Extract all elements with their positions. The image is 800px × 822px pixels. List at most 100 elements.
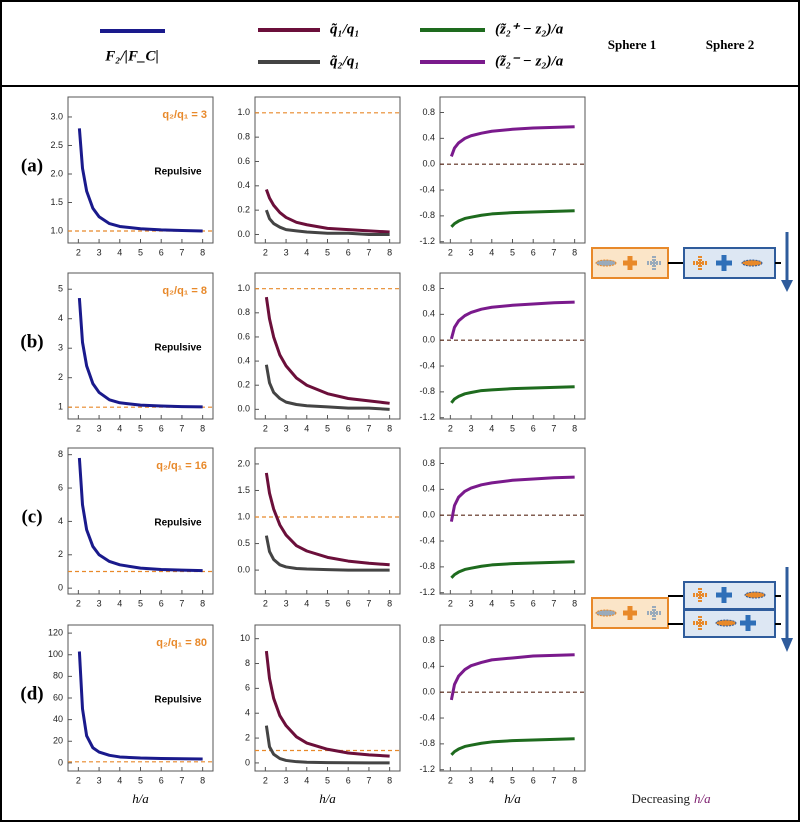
x-tick-label: 2	[448, 423, 453, 433]
y-tick-label: 0.8	[237, 307, 250, 317]
y-tick-label: 20	[53, 736, 63, 746]
series-line	[77, 457, 203, 573]
plot-frame	[254, 624, 401, 772]
y-tick-label: -1.2	[419, 412, 435, 422]
series-line	[449, 125, 575, 157]
x-tick-label: 8	[572, 775, 577, 785]
x-tick-label: 7	[551, 775, 556, 785]
plot-frame	[67, 96, 214, 244]
x-tick-label: 8	[572, 247, 577, 257]
x-tick-label: 4	[489, 775, 494, 785]
series-line	[264, 188, 390, 234]
x-tick-label: 4	[117, 775, 122, 785]
ratio-label: q₂/q₁ = 8	[162, 285, 207, 297]
ratio-label: q₂/q₁ = 3	[162, 109, 207, 121]
series-line	[450, 560, 575, 579]
x-tick-label: 6	[531, 775, 536, 785]
x-tick-label: 2	[263, 598, 268, 608]
x-tick-label: 7	[366, 775, 371, 785]
y-tick-label: 0.6	[237, 156, 250, 166]
regime-label: Repulsive	[154, 343, 202, 354]
x-axis-label: h/a	[504, 791, 521, 806]
x-tick-label: 3	[97, 423, 102, 433]
ratio-label: q₂/q₁ = 16	[156, 460, 207, 472]
regime-label: Repulsive	[154, 518, 202, 529]
x-tick-label: 5	[510, 247, 515, 257]
x-tick-label: 3	[97, 598, 102, 608]
y-tick-label: 0.4	[422, 484, 435, 494]
y-tick-label: 6	[58, 482, 63, 492]
y-tick-label: 2	[245, 732, 250, 742]
series-line	[449, 653, 575, 701]
y-tick-label: 4	[245, 708, 250, 718]
x-tick-label: 6	[159, 775, 164, 785]
series-line	[77, 128, 203, 233]
y-tick-label: 0.2	[237, 380, 250, 390]
series-line	[77, 651, 203, 761]
plot-frame	[67, 272, 214, 420]
regime-label: Repulsive	[154, 695, 202, 706]
x-tick-label: 4	[117, 247, 122, 257]
x-tick-label: 2	[76, 598, 81, 608]
y-tick-label: 6	[245, 683, 250, 693]
y-tick-label: 100	[48, 649, 63, 659]
y-tick-label: -0.4	[419, 712, 435, 722]
x-tick-label: 5	[138, 247, 143, 257]
x-tick-label: 6	[159, 247, 164, 257]
y-tick-label: 80	[53, 671, 63, 681]
y-tick-label: 2.5	[50, 140, 63, 150]
y-tick-label: 0.5	[237, 538, 250, 548]
y-tick-label: 4	[58, 313, 63, 323]
sphere-diagram-cd	[591, 567, 793, 652]
x-tick-label: 6	[346, 423, 351, 433]
x-tick-label: 8	[572, 598, 577, 608]
x-tick-label: 5	[325, 775, 330, 785]
x-tick-label: 3	[284, 775, 289, 785]
y-tick-label: 1	[58, 402, 63, 412]
x-tick-label: 7	[551, 423, 556, 433]
x-tick-label: 8	[572, 423, 577, 433]
x-tick-label: 5	[325, 598, 330, 608]
y-tick-label: -1.2	[419, 764, 435, 774]
decreasing-var: h/a	[694, 791, 711, 806]
y-tick-label: 40	[53, 714, 63, 724]
y-tick-label: 0.0	[237, 404, 250, 414]
x-tick-label: 7	[551, 247, 556, 257]
x-tick-label: 2	[448, 247, 453, 257]
x-tick-label: 4	[489, 247, 494, 257]
y-tick-label: -0.8	[419, 210, 435, 220]
x-tick-label: 3	[469, 775, 474, 785]
x-tick-label: 7	[179, 247, 184, 257]
y-tick-label: -0.4	[419, 184, 435, 194]
y-tick-label: 1.5	[237, 485, 250, 495]
x-tick-label: 3	[469, 423, 474, 433]
y-tick-label: 3.0	[50, 111, 63, 121]
x-tick-label: 5	[510, 423, 515, 433]
regime-label: Repulsive	[154, 167, 202, 178]
series-line	[264, 296, 390, 405]
series-line	[450, 209, 575, 228]
sphere1-label: Sphere 1	[608, 37, 657, 52]
y-tick-label: 4	[58, 516, 63, 526]
y-tick-label: 3	[58, 343, 63, 353]
sphere-diagram-a	[591, 232, 793, 292]
y-tick-label: 0.8	[422, 107, 435, 117]
x-tick-label: 4	[304, 247, 309, 257]
row-label: (a)	[21, 155, 43, 176]
x-tick-label: 4	[489, 598, 494, 608]
y-tick-label: 8	[245, 658, 250, 668]
y-tick-label: 1.0	[237, 107, 250, 117]
y-tick-label: 2	[58, 549, 63, 559]
x-tick-label: 8	[387, 247, 392, 257]
x-tick-label: 7	[366, 598, 371, 608]
y-tick-label: 0.4	[422, 133, 435, 143]
y-tick-label: 1.5	[50, 197, 63, 207]
x-tick-label: 2	[76, 423, 81, 433]
x-tick-label: 5	[325, 423, 330, 433]
x-tick-label: 2	[263, 775, 268, 785]
x-tick-label: 6	[531, 598, 536, 608]
x-tick-label: 7	[179, 598, 184, 608]
y-tick-label: 0.8	[237, 132, 250, 142]
x-tick-label: 8	[387, 423, 392, 433]
y-tick-label: 0.8	[422, 635, 435, 645]
